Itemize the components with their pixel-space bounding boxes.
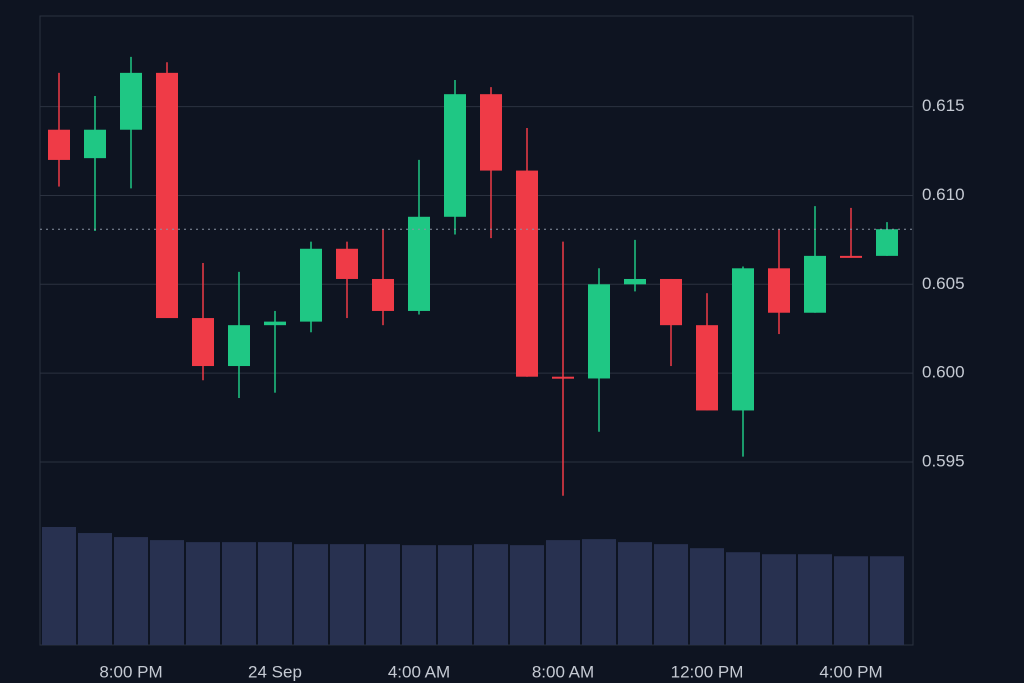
candle-body <box>588 284 610 379</box>
candle-body <box>624 278 646 285</box>
volume-bar <box>546 540 580 645</box>
y-tick-label: 0.600 <box>922 363 965 382</box>
volume-bar <box>438 545 472 645</box>
volume-bar <box>690 548 724 645</box>
candle-body <box>732 268 754 411</box>
volume-bar <box>366 544 400 645</box>
volume-bar <box>870 556 904 645</box>
volume-bar <box>150 540 184 645</box>
volume-bar <box>402 545 436 645</box>
volume-bar <box>78 533 112 645</box>
volume-bar <box>582 539 616 645</box>
volume-bar <box>654 544 688 645</box>
candle-body <box>48 129 70 160</box>
candle-body <box>552 376 574 379</box>
candle-body <box>336 248 358 279</box>
candle-body <box>264 321 286 326</box>
volume-bar <box>726 552 760 645</box>
candle-body <box>768 268 790 313</box>
candle-body <box>300 248 322 322</box>
y-tick-label: 0.595 <box>922 451 965 470</box>
volume-bar <box>510 545 544 645</box>
volume-bar <box>330 544 364 645</box>
candle-body <box>192 318 214 367</box>
candle-body <box>516 170 538 377</box>
x-tick-label: 4:00 PM <box>819 662 882 681</box>
volume-bar <box>258 542 292 645</box>
volume-bar <box>798 554 832 645</box>
candle-body <box>372 278 394 311</box>
y-tick-label: 0.605 <box>922 274 965 293</box>
candle-body <box>84 129 106 159</box>
volume-bar <box>618 542 652 645</box>
volume-bar <box>294 544 328 645</box>
candle-body <box>840 255 862 258</box>
volume-bar <box>474 544 508 645</box>
x-tick-label: 4:00 AM <box>388 662 450 681</box>
y-tick-label: 0.615 <box>922 96 965 115</box>
volume-bar <box>222 542 256 645</box>
x-tick-label: 24 Sep <box>248 662 302 681</box>
volume-bar <box>186 542 220 645</box>
candle-body <box>156 72 178 319</box>
candle-body <box>660 278 682 326</box>
x-tick-label: 8:00 PM <box>99 662 162 681</box>
volume-bar <box>114 537 148 645</box>
candle-body <box>804 255 826 313</box>
volume-bar <box>834 556 868 645</box>
candle-body <box>696 325 718 411</box>
candle-body <box>876 229 898 256</box>
candle-body <box>120 72 142 130</box>
y-tick-label: 0.610 <box>922 185 965 204</box>
candle-body <box>444 94 466 217</box>
volume-bar <box>42 527 76 645</box>
x-tick-label: 8:00 AM <box>532 662 594 681</box>
candle-body <box>408 216 430 311</box>
volume-bar <box>762 554 796 645</box>
candle-body <box>480 94 502 171</box>
candle-body <box>228 325 250 367</box>
x-tick-label: 12:00 PM <box>671 662 744 681</box>
